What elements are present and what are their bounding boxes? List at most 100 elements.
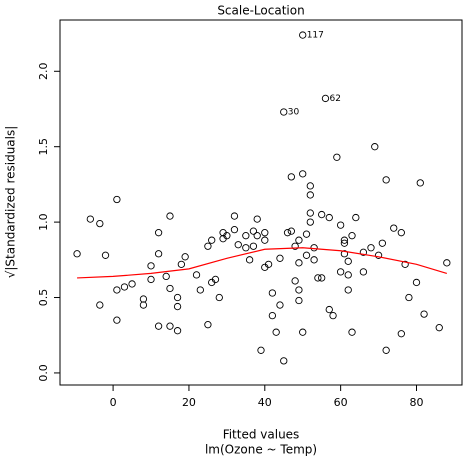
point — [162, 272, 170, 281]
smooth-line — [77, 247, 448, 279]
point — [173, 293, 182, 302]
point — [306, 209, 314, 217]
point — [306, 182, 314, 190]
point — [344, 257, 352, 265]
y-tick-label: 0.0 — [37, 364, 50, 382]
point — [147, 262, 155, 270]
point — [435, 324, 443, 332]
point — [405, 293, 413, 302]
point — [264, 260, 273, 268]
point — [234, 241, 242, 249]
point — [261, 229, 269, 237]
point — [208, 236, 216, 244]
point — [242, 232, 250, 240]
subtitle: lm(Ozone ~ Temp) — [205, 443, 317, 457]
point — [397, 330, 405, 338]
point — [340, 236, 349, 244]
point-label: 30 — [288, 108, 300, 118]
point — [280, 357, 288, 365]
point — [382, 346, 390, 354]
point — [204, 321, 212, 329]
point — [181, 253, 189, 261]
point — [166, 284, 174, 293]
point — [382, 176, 390, 184]
point — [378, 239, 387, 247]
point — [397, 229, 405, 237]
y-tick-label: 2.0 — [37, 63, 50, 81]
point — [173, 302, 182, 311]
point — [113, 316, 121, 324]
point — [348, 232, 356, 240]
point — [230, 225, 239, 234]
point — [325, 213, 333, 222]
point — [101, 251, 110, 259]
point — [340, 239, 349, 247]
point — [302, 230, 311, 238]
point — [249, 227, 258, 235]
point — [412, 278, 421, 287]
point — [139, 295, 148, 303]
point — [336, 268, 345, 276]
x-axis-label: Fitted values — [223, 428, 300, 442]
point — [318, 274, 326, 282]
point — [73, 250, 81, 258]
point — [310, 256, 318, 264]
x-tick-label: 80 — [409, 396, 423, 409]
point — [333, 153, 341, 161]
point — [147, 275, 155, 284]
point — [230, 212, 239, 220]
chart-title: Scale-Location — [217, 4, 304, 18]
point — [177, 260, 186, 268]
point — [128, 280, 136, 288]
point — [420, 310, 428, 318]
point — [245, 256, 254, 264]
point — [344, 286, 352, 294]
point — [321, 94, 330, 103]
point — [318, 210, 326, 219]
point — [253, 215, 261, 223]
point — [416, 179, 424, 187]
point — [242, 244, 250, 252]
point — [367, 244, 375, 252]
point — [166, 212, 174, 220]
point — [86, 215, 94, 223]
point — [371, 143, 379, 151]
point — [261, 236, 269, 244]
point — [314, 274, 322, 282]
point — [276, 254, 284, 262]
point-label: 62 — [329, 94, 340, 104]
point — [359, 248, 368, 256]
point — [166, 322, 174, 330]
point — [154, 322, 163, 330]
point — [154, 250, 163, 258]
point — [390, 224, 398, 232]
point — [223, 232, 231, 240]
point — [374, 251, 383, 259]
point — [283, 229, 292, 237]
point — [295, 236, 303, 244]
point — [253, 232, 261, 240]
point — [192, 271, 201, 279]
point — [280, 108, 288, 116]
point — [268, 311, 277, 320]
point — [336, 221, 345, 229]
point — [287, 173, 295, 181]
point — [295, 259, 303, 267]
point — [139, 301, 148, 309]
point — [310, 244, 318, 252]
y-tick-label: 1.5 — [37, 138, 50, 156]
point — [348, 328, 356, 336]
point — [359, 268, 368, 276]
x-tick-label: 0 — [110, 396, 117, 409]
point — [295, 296, 303, 305]
x-tick-label: 40 — [258, 396, 272, 409]
plot-frame — [59, 19, 463, 386]
point — [154, 229, 163, 237]
point — [352, 213, 360, 222]
point — [96, 301, 104, 309]
point — [325, 305, 333, 314]
point — [299, 170, 307, 178]
point — [120, 283, 129, 291]
